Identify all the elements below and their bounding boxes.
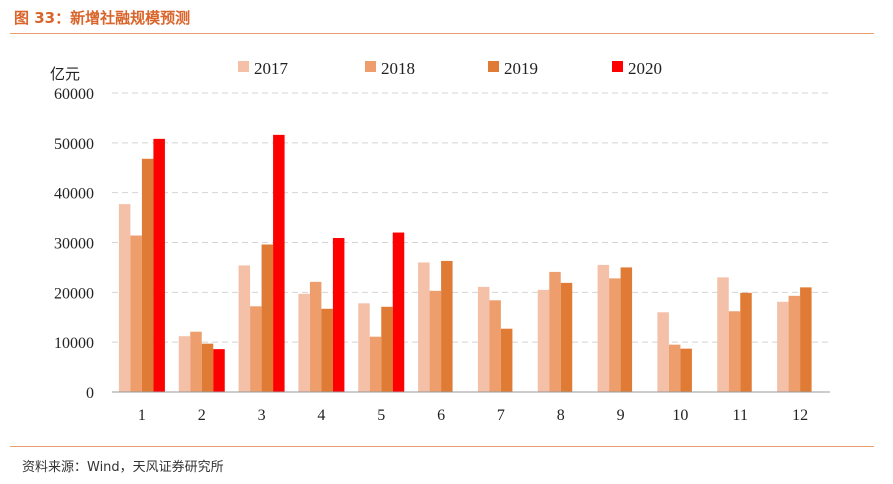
- bar-2017-11: [717, 277, 729, 392]
- bar-2020-3: [273, 134, 285, 393]
- x-tick-label: 2: [198, 407, 206, 424]
- bottom-divider: [10, 446, 874, 447]
- x-tick-label: 5: [377, 407, 385, 424]
- bar-2019-6: [441, 260, 453, 392]
- bar-2020-2: [213, 349, 225, 392]
- bar-2019-10: [680, 348, 692, 392]
- bar-2019-11: [740, 292, 752, 392]
- bar-2017-4: [298, 293, 310, 392]
- y-tick-label: 60000: [54, 86, 94, 103]
- y-tick-label: 20000: [54, 285, 94, 302]
- legend-label-2019: 2019: [504, 59, 538, 78]
- bar-2018-1: [130, 235, 142, 392]
- bar-2018-8: [549, 271, 561, 392]
- x-tick-label: 12: [792, 407, 808, 424]
- bar-2017-12: [777, 301, 789, 392]
- y-axis-unit: 亿元: [50, 65, 80, 83]
- y-axis-ticks: 0 10000 20000 30000 40000 50000 60000: [54, 86, 94, 402]
- x-tick-label: 9: [617, 407, 625, 424]
- x-tick-label: 8: [557, 407, 565, 424]
- bar-2017-1: [118, 204, 131, 392]
- x-tick-label: 1: [138, 407, 146, 424]
- x-tick-label: 3: [258, 407, 266, 424]
- y-tick-label: 30000: [54, 236, 94, 253]
- bar-2019-12: [800, 287, 812, 392]
- bar-2018-12: [788, 295, 801, 392]
- bar-2018-9: [609, 278, 621, 392]
- bar-2020-4: [332, 238, 345, 392]
- bar-2017-5: [358, 303, 370, 392]
- bar-2019-5: [381, 306, 393, 392]
- y-tick-label: 0: [86, 385, 94, 402]
- bar-2018-5: [369, 336, 382, 392]
- bar-2019-1: [141, 158, 154, 392]
- bar-2017-10: [657, 312, 669, 392]
- legend-swatch-2018: [365, 61, 376, 72]
- bar-2019-3: [261, 244, 274, 392]
- legend-label-2018: 2018: [381, 59, 415, 78]
- bar-2019-7: [500, 328, 513, 392]
- bar-2018-3: [250, 306, 262, 392]
- x-axis-ticks: 1 2 3 4 5 6 7 8 9 10 11 12: [138, 407, 808, 424]
- bar-2017-3: [238, 265, 251, 392]
- chart-legend: 2017 2018 2019 2020: [238, 59, 662, 78]
- legend-swatch-2020: [612, 61, 623, 72]
- bar-2018-11: [728, 311, 741, 392]
- bar-2018-4: [309, 281, 322, 392]
- x-tick-label: 11: [733, 407, 748, 424]
- source-note: 资料来源：Wind，天风证券研究所: [22, 460, 224, 475]
- bar-2017-8: [537, 289, 550, 392]
- bar-2020-5: [392, 232, 405, 392]
- bar-2017-6: [418, 262, 430, 392]
- x-tick-label: 7: [497, 407, 505, 424]
- figure-title: 图 33：新增社融规模预测: [14, 9, 191, 27]
- y-tick-label: 10000: [54, 335, 94, 352]
- bar-2020-1: [153, 138, 165, 392]
- y-tick-label: 40000: [54, 186, 94, 203]
- bar-2019-9: [620, 267, 633, 392]
- bar-2017-2: [178, 336, 191, 392]
- legend-label-2017: 2017: [254, 59, 289, 78]
- x-tick-label: 4: [317, 407, 325, 424]
- bar-2017-9: [597, 264, 610, 392]
- bar-2019-2: [201, 343, 214, 392]
- bar-2018-2: [190, 331, 202, 392]
- legend-swatch-2017: [238, 61, 249, 72]
- bar-2019-4: [321, 308, 333, 392]
- bars: [118, 134, 812, 393]
- legend-label-2020: 2020: [628, 59, 662, 78]
- bar-2017-7: [477, 286, 490, 392]
- x-tick-label: 6: [437, 407, 445, 424]
- bar-2018-10: [668, 344, 681, 392]
- y-tick-label: 50000: [54, 136, 94, 153]
- bar-2018-6: [429, 290, 442, 392]
- bar-2019-8: [560, 282, 573, 392]
- x-tick-label: 10: [672, 407, 688, 424]
- legend-swatch-2019: [488, 61, 499, 72]
- top-divider: [10, 33, 874, 34]
- bar-2018-7: [489, 300, 501, 392]
